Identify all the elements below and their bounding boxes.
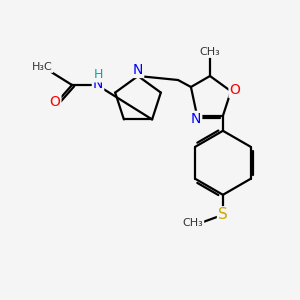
Text: N: N xyxy=(191,112,201,126)
Text: O: O xyxy=(230,83,240,97)
Text: CH₃: CH₃ xyxy=(183,218,203,228)
Text: N: N xyxy=(133,63,143,77)
Text: CH₃: CH₃ xyxy=(200,47,220,57)
Text: H₃C: H₃C xyxy=(32,62,52,72)
Text: N: N xyxy=(93,77,103,91)
Text: O: O xyxy=(50,95,60,109)
Text: S: S xyxy=(218,207,228,222)
Text: H: H xyxy=(93,68,103,82)
